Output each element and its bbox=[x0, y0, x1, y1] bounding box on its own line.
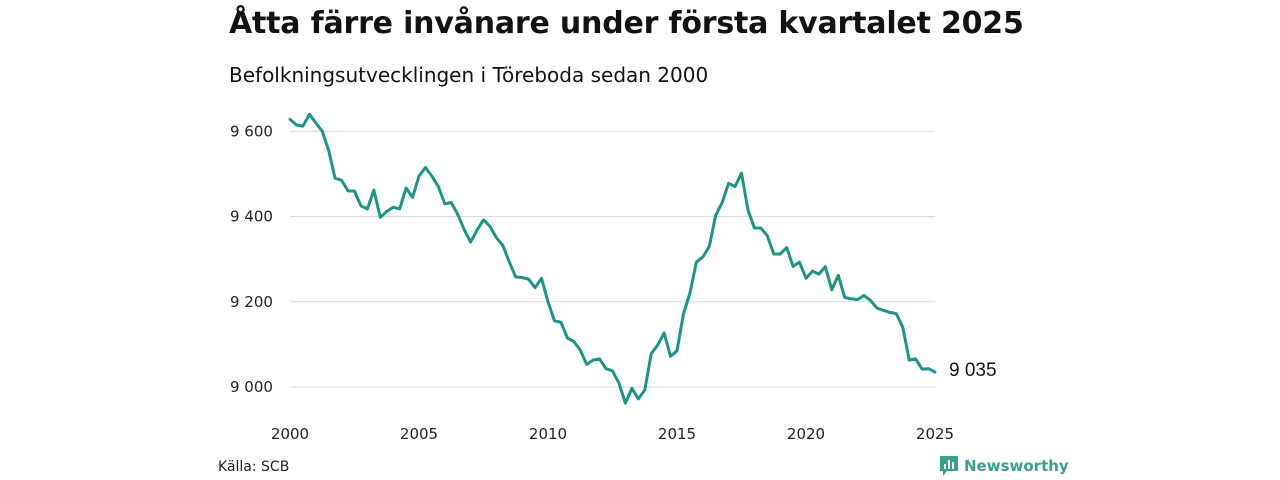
x-tick-label: 2005 bbox=[400, 425, 438, 443]
y-tick-label: 9 600 bbox=[230, 122, 273, 140]
x-tick-label: 2000 bbox=[271, 425, 309, 443]
brand-logo: Newsworthy bbox=[940, 456, 1069, 476]
population-series-line bbox=[288, 112, 937, 405]
x-tick-label: 2020 bbox=[787, 425, 825, 443]
x-tick-label: 2015 bbox=[658, 425, 696, 443]
x-tick-label: 2025 bbox=[916, 425, 954, 443]
y-tick-label: 9 400 bbox=[230, 208, 273, 226]
newsworthy-logo-icon bbox=[940, 456, 958, 476]
gridlines bbox=[290, 130, 935, 388]
source-note: Källa: SCB bbox=[218, 459, 290, 475]
chart-subtitle: Befolkningsutvecklingen i Töreboda sedan… bbox=[229, 63, 709, 87]
brand-name: Newsworthy bbox=[964, 457, 1069, 475]
x-axis-ticks: 2000 2005 2010 2015 2020 2025 bbox=[271, 425, 954, 443]
y-tick-label: 9 000 bbox=[230, 378, 273, 396]
y-axis-ticks: 9 000 9 200 9 400 9 600 bbox=[230, 122, 273, 396]
chart-title: Åtta färre invånare under första kvartal… bbox=[229, 6, 1024, 41]
y-tick-label: 9 200 bbox=[230, 293, 273, 311]
x-tick-label: 2010 bbox=[529, 425, 567, 443]
end-value-label: 9 035 bbox=[949, 360, 997, 381]
